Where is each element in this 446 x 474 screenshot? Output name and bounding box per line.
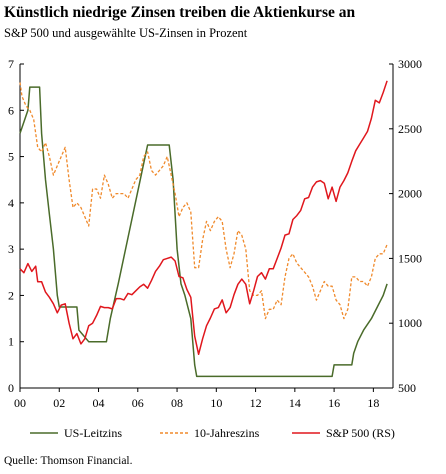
x-tick-label: 10 [210, 396, 222, 410]
y-left-tick-label: 6 [8, 103, 14, 117]
y-left-tick-label: 0 [8, 381, 14, 395]
y-right-tick-label: 2000 [398, 187, 422, 201]
y-right-tick-label: 500 [398, 381, 416, 395]
chart-subtitle: S&P 500 und ausgewählte US-Zinsen in Pro… [4, 26, 248, 40]
x-tick-label: 16 [328, 396, 340, 410]
legend-label-sp500: S&P 500 (RS) [326, 426, 395, 440]
y-right-tick-label: 3000 [398, 57, 422, 71]
x-tick-label: 06 [132, 396, 144, 410]
x-tick-label: 04 [93, 396, 105, 410]
x-tick-label: 12 [250, 396, 262, 410]
legend: US-Leitzins 10-Jahreszins S&P 500 (RS) [30, 426, 395, 440]
x-tick-label: 00 [14, 396, 26, 410]
y-left-tick-label: 4 [8, 196, 14, 210]
y-right-tick-label: 1500 [398, 251, 422, 265]
legend-label-zehn-jahreszins: 10-Jahreszins [194, 426, 260, 440]
chart-title: Künstlich niedrige Zinsen treiben die Ak… [4, 4, 356, 21]
legend-label-us-leitzins: US-Leitzins [64, 426, 122, 440]
source-note: Quelle: Thomson Financial. [4, 455, 133, 467]
y-left-tick-label: 3 [8, 242, 14, 256]
series-line-zehn-jahreszins [19, 82, 388, 320]
series-line-us-leitzins [19, 86, 388, 378]
series-line-sp500 [19, 80, 388, 356]
y-right-tick-label: 1000 [398, 316, 422, 330]
x-tick-label: 02 [53, 396, 65, 410]
x-tick-label: 18 [367, 396, 379, 410]
x-tick-label: 14 [289, 396, 301, 410]
x-tick-label: 08 [171, 396, 183, 410]
y-left-tick-label: 5 [8, 150, 14, 164]
y-left-tick-label: 2 [8, 288, 14, 302]
series-group [19, 80, 388, 378]
y-right-tick-label: 2500 [398, 122, 422, 136]
y-left-tick-label: 7 [8, 57, 14, 71]
y-left-tick-label: 1 [8, 335, 14, 349]
